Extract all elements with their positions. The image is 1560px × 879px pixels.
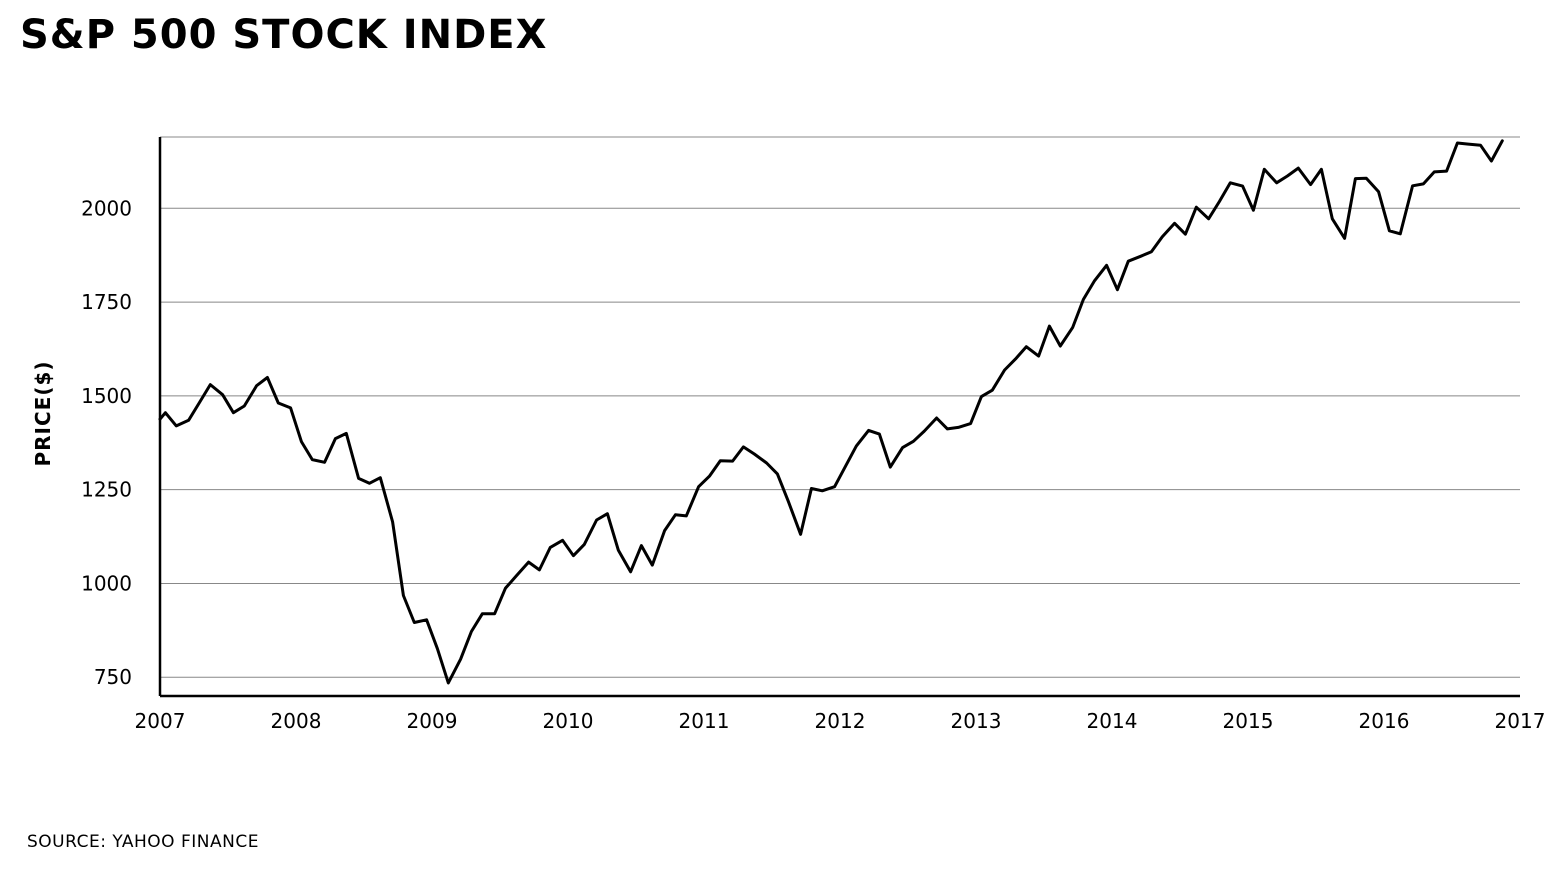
x-tick-label: 2010 xyxy=(543,709,594,733)
y-tick-label: 2000 xyxy=(81,196,132,220)
x-tick-label: 2009 xyxy=(407,709,458,733)
x-tick-label: 2015 xyxy=(1223,709,1274,733)
y-axis-label: PRICE($) xyxy=(31,360,55,466)
y-tick-label: 750 xyxy=(94,665,132,689)
x-tick-label: 2016 xyxy=(1359,709,1410,733)
y-tick-label: 1000 xyxy=(81,571,132,595)
grid-lines xyxy=(160,136,1520,678)
x-tick-label: 2017 xyxy=(1495,709,1546,733)
x-tick-label: 2012 xyxy=(815,709,866,733)
x-axis-ticks: 2007 2008 2009 2010 2011 2012 2013 2014 2015 2016… xyxy=(135,709,1546,733)
x-tick-label: 2008 xyxy=(271,709,322,733)
x-tick-label: 2013 xyxy=(951,709,1002,733)
y-tick-label: 1500 xyxy=(81,384,132,408)
x-tick-label: 2014 xyxy=(1087,709,1138,733)
x-tick-label: 2007 xyxy=(135,709,186,733)
x-tick-label: 2011 xyxy=(679,709,730,733)
y-tick-label: 1250 xyxy=(81,478,132,502)
y-tick-label: 1750 xyxy=(81,290,132,314)
source-note: SOURCE: YAHOO FINANCE xyxy=(27,832,259,852)
series-line xyxy=(158,139,1504,685)
y-axis-ticks: 750 1000 1250 1500 1750 2000 xyxy=(81,196,132,689)
chart-title: S&P 500 STOCK INDEX xyxy=(20,12,548,58)
